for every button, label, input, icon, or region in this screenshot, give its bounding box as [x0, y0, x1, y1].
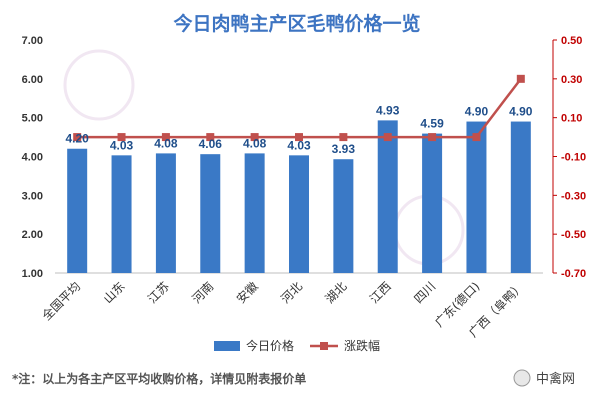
data-label: 4.08: [243, 136, 267, 150]
chart-title: 今日肉鸭主产区毛鸭价格一览: [172, 12, 420, 35]
bar: [333, 159, 354, 273]
legend-line-label: 涨跌幅: [344, 338, 380, 353]
data-label: 4.08: [154, 136, 178, 150]
data-labels: 4.20 4.03 4.08 4.06 4.08 4.03 3.93 4.93 4.59 4.90…: [66, 103, 533, 156]
x-category-label: 江苏: [145, 279, 172, 306]
x-category-label: 山东: [101, 279, 128, 306]
line-point: [428, 133, 437, 142]
line-point: [250, 133, 259, 142]
bar-series: [67, 120, 531, 273]
bar: [200, 154, 221, 273]
right-tick-label: -0.50: [561, 229, 586, 241]
bar: [289, 155, 309, 273]
bar: [510, 121, 531, 273]
left-tick-label: 3.00: [22, 190, 43, 202]
bar: [377, 120, 398, 273]
line-series: [73, 74, 525, 142]
bar: [67, 148, 88, 273]
left-tick-label: 2.00: [22, 229, 43, 241]
line-point: [339, 133, 348, 142]
data-label: 4.20: [66, 132, 90, 146]
bar: [422, 133, 443, 273]
data-label: 4.93: [376, 103, 400, 117]
x-category-label: 河南: [189, 279, 217, 307]
x-category-label: 湖北: [322, 279, 350, 307]
legend: 今日价格 涨跌幅: [214, 338, 380, 353]
x-category-label: 四川: [411, 279, 438, 306]
data-label: 4.03: [110, 138, 134, 152]
data-label: 4.90: [509, 105, 533, 119]
x-category-label: 全国平均: [39, 279, 84, 324]
left-tick-label: 5.00: [22, 113, 43, 125]
left-tick-label: 7.00: [22, 35, 43, 47]
right-tick-label: 0.50: [561, 35, 582, 47]
bar: [111, 155, 132, 273]
brand-icon: [513, 369, 531, 387]
brand-logo: 中禽网: [513, 369, 575, 387]
x-category-label: 江西: [367, 279, 394, 306]
data-label: 4.06: [199, 137, 223, 151]
x-category-label: 安徽: [233, 279, 261, 307]
bar: [155, 153, 176, 273]
legend-bar-swatch: [214, 341, 240, 351]
data-label: 4.59: [420, 117, 444, 131]
legend-bar-label: 今日价格: [246, 338, 294, 353]
left-tick-label: 1.00: [22, 268, 43, 280]
line-point: [73, 133, 82, 142]
left-tick-label: 4.00: [22, 152, 43, 164]
data-label: 3.93: [332, 142, 356, 156]
line-point: [117, 133, 126, 142]
line-point: [472, 133, 481, 142]
right-tick-label: -0.70: [561, 268, 586, 280]
line-point: [295, 133, 303, 142]
line-point: [383, 133, 392, 142]
left-tick-label: 6.00: [22, 74, 43, 86]
legend-line-marker: [320, 342, 328, 350]
footnote: *注：以上为各主产区平均收购价格，详情见附表报价单: [12, 371, 306, 386]
line-point: [516, 74, 525, 83]
data-label: 4.90: [465, 105, 489, 119]
right-tick-label: -0.10: [561, 152, 586, 164]
x-category-label: 河北: [278, 279, 305, 306]
line-point: [161, 133, 170, 142]
right-axis: 0.50 0.30 0.10 -0.10 -0.30 -0.50 -0.70: [552, 35, 586, 280]
data-label: 4.03: [287, 138, 311, 152]
right-tick-label: 0.30: [561, 74, 582, 86]
right-tick-label: 0.10: [561, 113, 582, 125]
watermark-circle-1: [63, 49, 135, 121]
left-axis: 1.00 2.00 3.00 4.00 5.00 6.00 7.00: [22, 35, 543, 280]
bar: [466, 121, 487, 273]
brand-name: 中禽网: [536, 371, 575, 387]
line-point: [206, 133, 215, 142]
bar: [244, 153, 265, 273]
line-path: [77, 78, 522, 139]
right-tick-label: -0.30: [561, 190, 586, 202]
